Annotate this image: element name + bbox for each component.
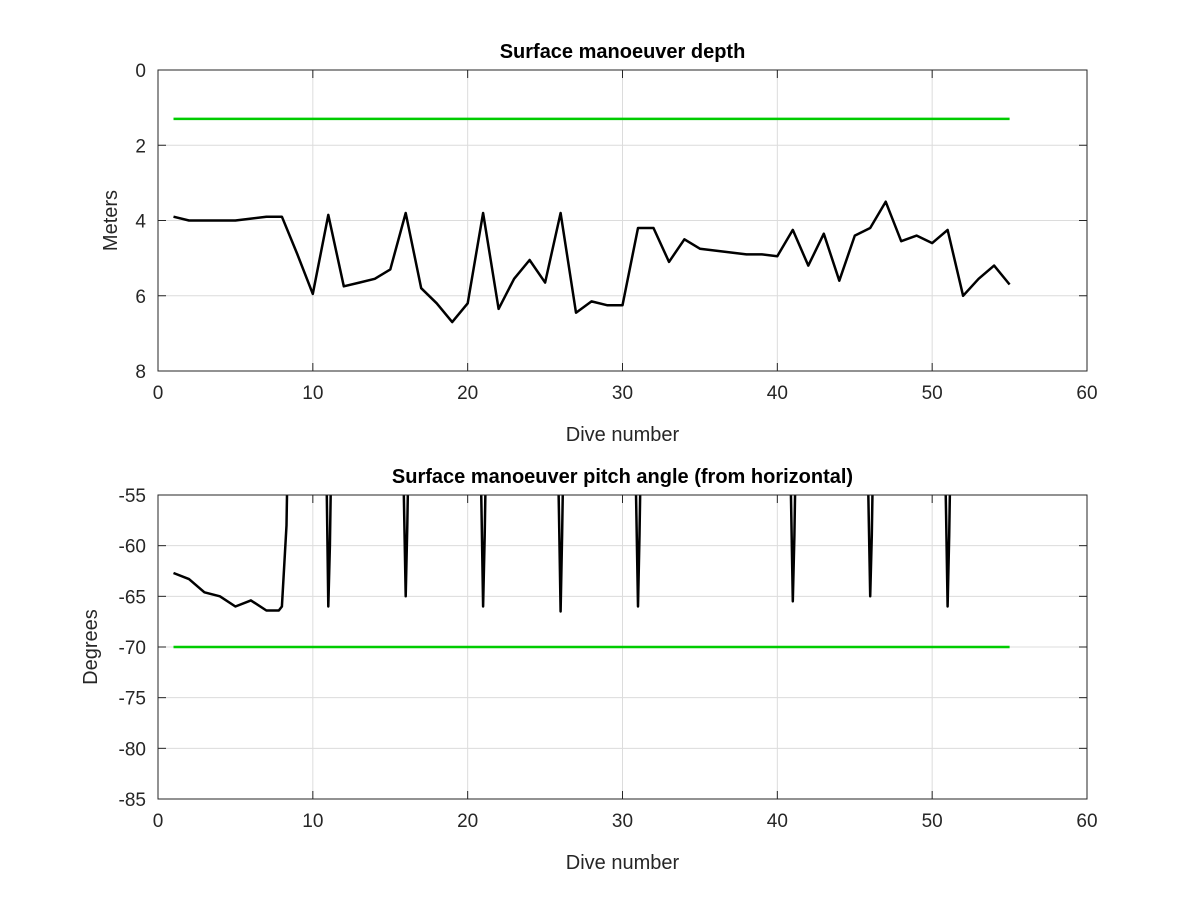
pitch-chart-y-tick-label: -75 (119, 689, 146, 710)
pitch-chart-x-tick-label: 10 (302, 811, 323, 832)
depth-chart-y-tick-label: 6 (135, 287, 146, 308)
pitch-chart-xlabel: Dive number (566, 852, 680, 874)
pitch-chart-x-tick-label: 0 (153, 811, 164, 832)
depth-chart-y-tick-label: 2 (135, 136, 146, 157)
pitch-chart-y-tick-label: -85 (119, 790, 146, 811)
pitch-chart-series-0-line (634, 495, 642, 608)
pitch-chart-axes-frame (157, 494, 1088, 800)
depth-chart-x-tick-label: 60 (1076, 383, 1097, 404)
pitch-chart-series-0-line (402, 495, 410, 598)
pitch-chart-y-tick-label: -65 (119, 587, 146, 608)
depth-chart-y-tick-label: 4 (135, 212, 146, 233)
pitch-chart-y-tick-label: -55 (119, 486, 146, 507)
depth-chart: 0 10 20 30 40 50 60 0 2 4 6 8 Surface manoeuver dept… (100, 41, 1098, 446)
depth-chart-x-tick-label: 30 (612, 383, 633, 404)
depth-chart-series-0-line (173, 200, 1011, 324)
pitch-chart-y-tick-label: -70 (119, 638, 146, 659)
depth-chart-axes-frame (157, 69, 1088, 372)
depth-chart-x-tick-label: 10 (302, 383, 323, 404)
pitch-chart-title: Surface manoeuver pitch angle (from hori… (392, 466, 853, 488)
depth-chart-xlabel: Dive number (566, 424, 680, 446)
pitch-chart-x-tick-label: 20 (457, 811, 478, 832)
depth-chart-ylabel: Meters (100, 190, 122, 251)
depth-chart-x-tick-label: 20 (457, 383, 478, 404)
pitch-chart-x-tick-label: 30 (612, 811, 633, 832)
depth-chart-x-tick-label: 0 (153, 383, 164, 404)
pitch-chart: 0 10 20 30 40 50 60 -55 -60 -65 -70 -75 -80 -85 Surfac… (80, 466, 1098, 874)
depth-chart-x-tick-label: 40 (767, 383, 788, 404)
pitch-chart-y-tick-label: -60 (119, 537, 146, 558)
pitch-chart-series-0-line (479, 495, 487, 608)
pitch-chart-x-tick-label: 40 (767, 811, 788, 832)
pitch-chart-series-0-line (867, 495, 874, 598)
pitch-chart-series-0-line (173, 495, 289, 612)
pitch-chart-series-0-line (325, 495, 332, 608)
pitch-chart-series-0-line (944, 495, 952, 608)
depth-chart-title: Surface manoeuver depth (500, 41, 746, 63)
depth-chart-y-tick-label: 0 (135, 61, 146, 82)
pitch-chart-ylabel: Degrees (80, 609, 102, 685)
pitch-chart-x-tick-label: 60 (1076, 811, 1097, 832)
depth-chart-y-tick-label: 8 (135, 362, 146, 383)
pitch-chart-series-0-line (557, 495, 565, 613)
pitch-chart-x-tick-label: 50 (922, 811, 943, 832)
pitch-chart-y-tick-label: -80 (119, 739, 146, 760)
depth-chart-x-tick-label: 50 (922, 383, 943, 404)
pitch-chart-series-0-line (789, 495, 797, 603)
